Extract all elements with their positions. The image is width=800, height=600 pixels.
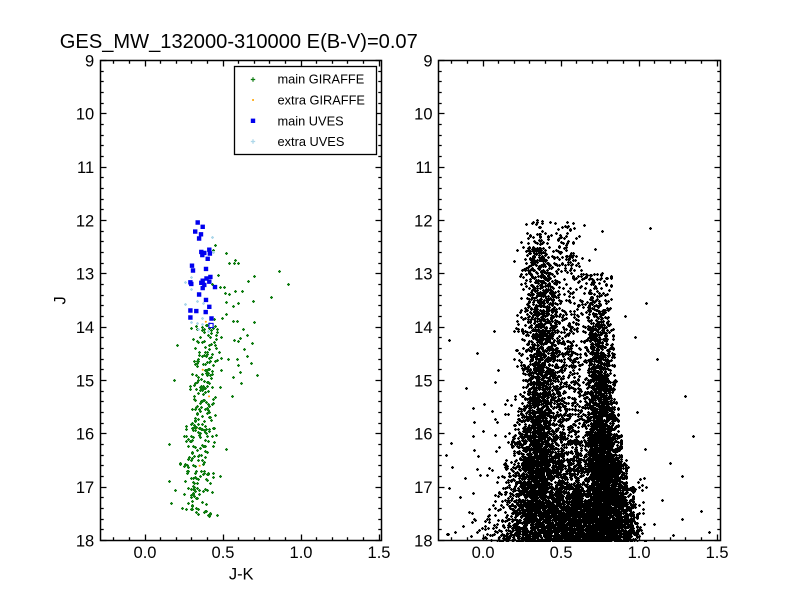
- svg-text:1.5: 1.5: [706, 544, 729, 562]
- svg-text:16: 16: [76, 426, 94, 444]
- svg-text:extra UVES: extra UVES: [278, 134, 345, 149]
- svg-text:17: 17: [76, 479, 94, 497]
- svg-text:main GIRAFFE: main GIRAFFE: [278, 72, 365, 87]
- svg-text:0.5: 0.5: [550, 544, 573, 562]
- svg-text:11: 11: [415, 159, 432, 177]
- svg-text:14: 14: [76, 319, 94, 337]
- svg-text:12: 12: [414, 212, 432, 230]
- svg-text:J: J: [51, 296, 69, 304]
- svg-text:15: 15: [414, 372, 432, 390]
- svg-text:11: 11: [77, 159, 94, 177]
- svg-text:12: 12: [76, 212, 94, 230]
- svg-text:J-K: J-K: [229, 566, 254, 584]
- svg-text:9: 9: [423, 52, 432, 70]
- svg-text:1.0: 1.0: [628, 544, 651, 562]
- svg-text:9: 9: [85, 52, 94, 70]
- svg-text:13: 13: [414, 266, 432, 284]
- svg-text:18: 18: [76, 532, 94, 550]
- svg-text:0.0: 0.0: [134, 544, 157, 562]
- svg-text:17: 17: [414, 479, 432, 497]
- svg-text:14: 14: [414, 319, 432, 337]
- svg-text:10: 10: [414, 106, 432, 124]
- svg-text:10: 10: [76, 106, 94, 124]
- svg-text:0.5: 0.5: [212, 544, 235, 562]
- svg-text:0.0: 0.0: [472, 544, 495, 562]
- svg-text:1.5: 1.5: [368, 544, 391, 562]
- svg-text:18: 18: [414, 532, 432, 550]
- svg-text:extra GIRAFFE: extra GIRAFFE: [278, 93, 365, 108]
- svg-text:main UVES: main UVES: [278, 113, 344, 128]
- svg-text:15: 15: [76, 372, 94, 390]
- svg-text:16: 16: [414, 426, 432, 444]
- svg-text:13: 13: [76, 266, 94, 284]
- svg-text:1.0: 1.0: [290, 544, 313, 562]
- svg-text:GES_MW_132000-310000 E(B-V)=0.: GES_MW_132000-310000 E(B-V)=0.07: [60, 31, 418, 53]
